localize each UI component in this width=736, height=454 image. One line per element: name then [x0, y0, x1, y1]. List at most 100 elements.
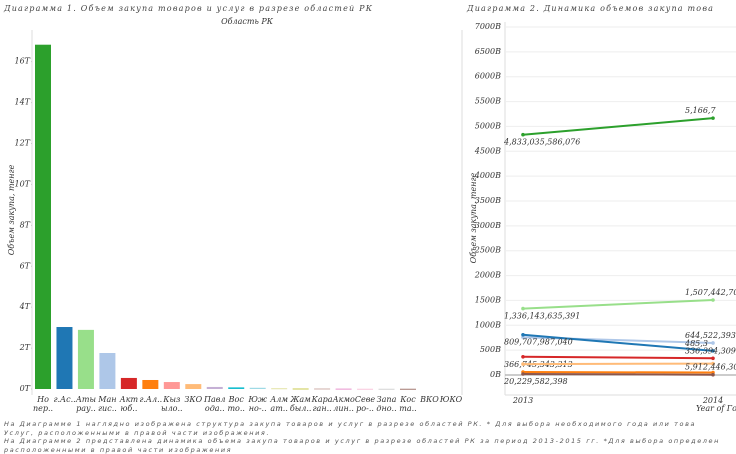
y-tick-label: 6500B — [475, 47, 501, 56]
bar — [249, 387, 266, 389]
x-tick-label: Кос та.. — [399, 395, 417, 413]
bar — [142, 379, 159, 389]
x-tick-label: Жам был.. — [289, 395, 312, 413]
y-tick-label: 4500B — [474, 146, 501, 155]
x-tick-label: Кара ган.. — [311, 395, 333, 413]
y-tick-label: 6T — [20, 261, 31, 270]
y-tick-label: 8T — [20, 220, 31, 229]
bar — [228, 387, 245, 389]
data-label: 336,394,309,571 — [685, 346, 736, 355]
x-tick-label: Юж но-.. — [248, 395, 267, 413]
bar — [314, 388, 331, 390]
y-tick-label: 3000B — [475, 221, 501, 230]
point — [521, 132, 525, 137]
y-tick-label: 16T — [14, 57, 30, 66]
x-axis-label: Year of Год — [696, 404, 736, 413]
x-tick-label: 2013 — [512, 396, 533, 405]
data-label: 485,3 — [684, 339, 708, 348]
x-tick-label: Кыз ыло.. — [161, 395, 183, 413]
x-tick-label: Но пер.. — [32, 395, 54, 413]
chart-subtitle: Область РК — [221, 17, 274, 26]
point — [711, 356, 715, 361]
note-text: расположенными в правой части изображени… — [4, 445, 233, 454]
note-text: Услуг, расположенными в правой части изо… — [4, 428, 271, 437]
y-tick-label: 2500B — [474, 246, 501, 255]
bar — [56, 327, 73, 389]
bar — [35, 44, 51, 389]
y-tick-label: 0T — [20, 384, 31, 393]
line — [522, 355, 714, 360]
x-tick-label: 2014 — [702, 396, 723, 405]
point — [711, 341, 715, 345]
point — [521, 306, 525, 311]
point — [521, 354, 525, 359]
x-tick-label: ВКО — [420, 395, 439, 404]
line — [522, 333, 714, 352]
bar — [120, 377, 137, 389]
bar — [99, 352, 116, 389]
x-tick-label: г.Ал.. — [139, 395, 163, 404]
y-tick-label: 1000B — [475, 320, 501, 329]
x-tick-label: ЗКО — [184, 395, 203, 404]
line — [522, 299, 714, 310]
y-tick-label: 7000B — [475, 22, 501, 31]
y-tick-label: 5500B — [475, 97, 501, 106]
x-tick-label: Запа дно.. — [376, 395, 397, 413]
bar — [163, 382, 180, 389]
data-label: 4,833,035,586,076 — [503, 138, 580, 147]
x-tick-label: ЮКО — [439, 395, 463, 404]
point — [521, 335, 525, 340]
y-tick-label: 2000B — [474, 271, 501, 280]
y-tick-label: 0B — [490, 370, 501, 379]
y-axis-label: Объем закупа, тенге — [7, 164, 16, 255]
bar — [185, 384, 202, 389]
y-tick-label: 10T — [14, 179, 30, 188]
y-tick-label: 2T — [19, 343, 31, 352]
bar — [206, 386, 223, 389]
point — [711, 298, 715, 302]
x-tick-label: Акмо лин.. — [332, 395, 355, 413]
data-label: 5,912,446,301 — [685, 363, 736, 372]
y-tick-label: 4T — [19, 302, 31, 311]
point — [711, 116, 715, 120]
x-tick-label: г.Ас.. — [53, 395, 76, 404]
bar — [335, 388, 352, 390]
data-label: 5,166,7 — [685, 106, 716, 115]
x-tick-label: Ман гис.. — [98, 395, 117, 413]
y-tick-label: 5000B — [475, 121, 501, 130]
data-label: 1,507,442,703,3 — [685, 288, 736, 297]
data-label: 1,336,143,635,391 — [504, 312, 580, 321]
chart-title: Диаграмма 1. Объем закупа товаров и услу… — [3, 4, 373, 13]
bar — [271, 388, 288, 390]
x-tick-label: Алм ат.. — [270, 395, 289, 413]
bar — [399, 388, 416, 390]
y-tick-label: 1500B — [475, 295, 501, 304]
bar — [357, 388, 374, 390]
x-tick-label: Севе ро-.. — [354, 395, 376, 413]
y-axis-label: Объем закупа, тенге — [469, 172, 478, 263]
y-tick-label: 6000B — [475, 72, 501, 81]
line — [522, 372, 714, 376]
bar — [77, 329, 94, 389]
point — [521, 332, 525, 337]
point — [521, 372, 525, 376]
note-text: На Диаграмме 2 представлена динамика объ… — [4, 437, 720, 445]
x-tick-label: Павл ода.. — [204, 395, 226, 413]
y-tick-label: 4000B — [474, 171, 501, 180]
point — [711, 349, 715, 353]
x-tick-label: Акт юб.. — [119, 395, 139, 413]
point — [711, 372, 715, 377]
line — [522, 117, 714, 136]
bar — [292, 388, 309, 390]
x-tick-label: Аты рау.. — [75, 395, 97, 413]
data-label: 809,707,987,040 — [504, 338, 573, 347]
bar — [378, 388, 395, 390]
chart-title: Диаграмма 2. Динамика объемов закупа тов… — [466, 4, 714, 13]
point — [711, 361, 715, 366]
y-tick-label: 3500B — [475, 196, 501, 205]
x-tick-label: Вос то.. — [227, 395, 245, 413]
data-label: 644,522,393,698 — [685, 331, 736, 340]
data-label: 20,229,582,398 — [503, 377, 568, 386]
